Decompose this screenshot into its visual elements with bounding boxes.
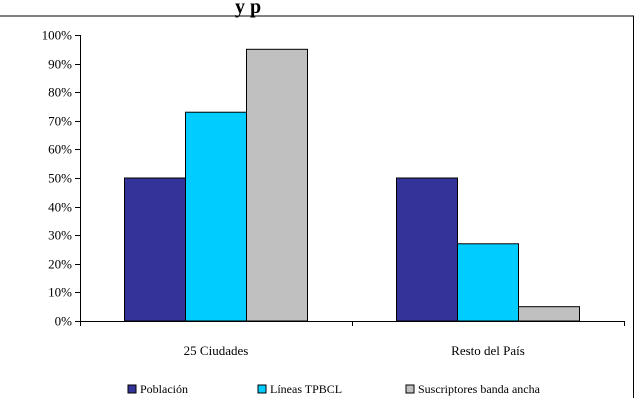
bar-1-2 [396,177,458,322]
y-tick-label: 90% [48,57,72,72]
bar-3-1 [246,48,308,322]
bar-2-1 [185,111,247,322]
y-tick-label: 10% [48,285,72,300]
y-axis-ticks: 0% 10% 20% 30% 40% 50% 60% 70% 80% 90% 100% [42,28,80,329]
y-tick-label: 50% [48,171,72,186]
bars-group [124,48,580,322]
x-category-label: Resto del País [451,343,525,358]
legend-swatch [405,384,415,394]
bar-2-2 [457,243,519,322]
chart-title: y p [235,0,261,18]
y-tick-label: 30% [48,228,72,243]
legend-label: Suscriptores banda ancha [418,382,541,396]
x-axis-categories: 25 Ciudades Resto del País [80,321,625,358]
legend-swatch [257,384,267,394]
legend-label: Líneas TPBCL [270,382,342,396]
y-tick-label: 100% [42,28,73,43]
y-tick-label: 70% [48,114,72,129]
legend-swatch [127,384,137,394]
x-category-label: 25 Ciudades [184,343,249,358]
y-tick-label: 40% [48,200,72,215]
bar-1-1 [124,177,186,322]
legend: Población Líneas TPBCL Suscriptores banda … [127,382,541,396]
y-tick-label: 80% [48,85,72,100]
y-tick-label: 20% [48,257,72,272]
bar-3-2 [518,306,580,322]
y-tick-label: 0% [55,314,73,329]
y-tick-label: 60% [48,142,72,157]
legend-label: Población [140,382,188,396]
